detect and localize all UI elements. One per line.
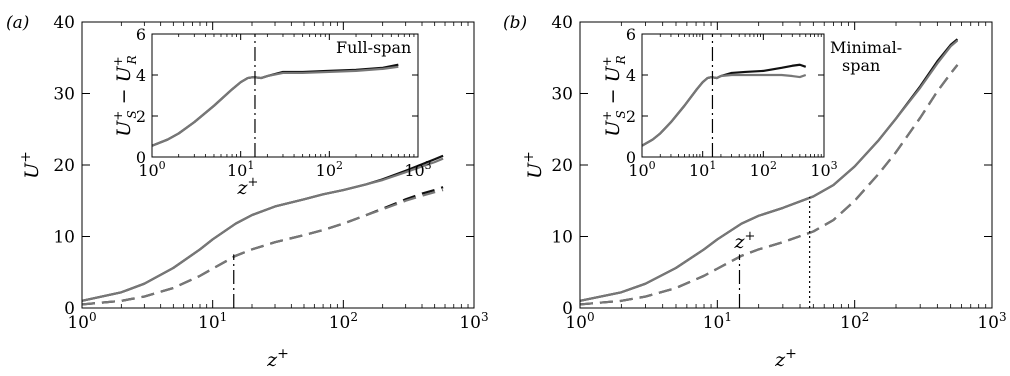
panel-a-inset-xtick-label: 103: [404, 159, 431, 180]
panel-a-xtick-label: 103: [459, 310, 488, 333]
panel-a-series-4-line: [81, 188, 444, 306]
panel-a-inset-ytick-label: 4: [136, 66, 146, 85]
panel-b-inset-xtick-label: 100: [628, 159, 655, 180]
panel-b-xtick-label: 102: [840, 310, 869, 333]
panel-a-label: (a): [6, 13, 29, 33]
panel-b-inset-ytick-label: 4: [626, 66, 636, 85]
panel-b-inset-xtick-label: 101: [689, 159, 716, 180]
panel-a-ytick-label: 10: [53, 228, 75, 248]
panel-b-x-axis-label: z+: [774, 346, 797, 371]
panel-b-inset-ytick-label: 0: [626, 148, 636, 167]
panel-a-inset-xtick-label: 100: [138, 159, 165, 180]
panel-a-inset-series-2-line: [151, 65, 399, 147]
panel-b-inset-y-axis-label: U+S − U+R: [600, 55, 628, 136]
panel-a-ytick-label: 30: [53, 85, 75, 105]
panel-b-ytick-label: 40: [551, 13, 573, 33]
panel-a-inset-xtick-label: 102: [316, 159, 343, 180]
panel-a-ytick-label: 0: [64, 299, 75, 319]
panel-b-ytick-label: 0: [562, 299, 573, 319]
panel-b-inset-ytick-label: 6: [626, 25, 636, 44]
panel-b-inset-xtick-label: 102: [750, 159, 777, 180]
panel-a-inset-ytick-label: 0: [136, 148, 146, 167]
panel-a-xtick-label: 101: [198, 310, 227, 333]
panel-b-inset-x-axis-label: z+: [734, 229, 756, 253]
panel-b-inset-ytick-label: 2: [626, 107, 636, 126]
panel-b-inset: 100 101 102 103 0 2 4 6 z+ U+S − U+R: [600, 25, 838, 253]
panel-b-inset-series-1-line: [641, 63, 807, 147]
panel-a-xtick-label: 100: [67, 310, 96, 333]
panel-b-inset-frame: [641, 33, 825, 158]
panel-b: 100 101 102 103010203040(b)Minimal-spanU+z+…: [503, 13, 1007, 371]
panel-a-inset: 100 101 102 103 0 2 4 6 z+ U+S − U+R: [111, 25, 432, 199]
panel-b-label: (b): [503, 13, 527, 33]
panel-b-inset-xtick-label: 103: [810, 159, 837, 180]
panel-a-ytick-label: 20: [53, 156, 75, 176]
panel-a-xtick-label: 102: [329, 310, 358, 333]
panel-a-annotation: Full-span: [336, 38, 411, 57]
panel-a-y-axis-label: U+: [18, 151, 43, 179]
panel-a-inset-x-axis-label: z+: [237, 175, 259, 199]
panel-b-series-4-line: [579, 64, 959, 306]
panel-a-inset-xtick-label: 101: [227, 159, 254, 180]
panel-b-annotation: span: [842, 56, 880, 75]
panel-b-xtick-label: 101: [703, 310, 732, 333]
panel-b-ytick-label: 10: [551, 228, 573, 248]
panel-a-inset-frame: [151, 33, 419, 158]
panel-b-series-3-line: [579, 64, 959, 306]
panel-a-ytick-label: 40: [53, 13, 75, 33]
panel-b-xtick-label: 103: [977, 310, 1006, 333]
panel-a-x-axis-label: z+: [266, 346, 289, 371]
panel-b-inset-series-2-line: [641, 73, 807, 147]
panel-a-inset-series-1-line: [151, 63, 399, 147]
panel-b-series-2-line: [579, 39, 959, 302]
panel-a-inset-ytick-label: 2: [136, 107, 146, 126]
panel-a-inset-ytick-label: 6: [136, 25, 146, 44]
panel-b-y-axis-label: U+: [521, 151, 546, 179]
panel-b-xtick-label: 100: [565, 310, 594, 333]
panel-b-annotation: Minimal-: [830, 38, 902, 57]
panel-b-ytick-label: 20: [551, 156, 573, 176]
panel-b-ytick-label: 30: [551, 85, 573, 105]
panel-a-series-2-line: [81, 157, 444, 302]
panel-a: 100 101 102 103010203040(a)Full-spanU+z+100…: [6, 13, 489, 371]
panel-a-inset-y-axis-label: U+S − U+R: [111, 55, 139, 136]
